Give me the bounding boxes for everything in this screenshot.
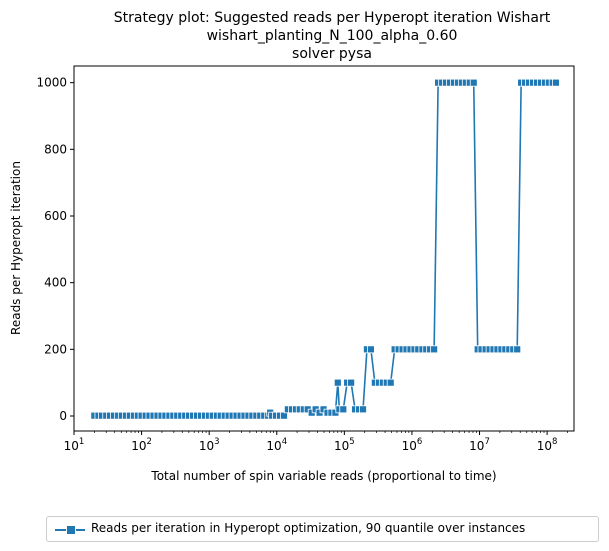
x-tick-label: 108 <box>537 437 558 453</box>
legend-square-marker-icon <box>66 525 76 535</box>
series-line <box>94 81 556 417</box>
legend: Reads per iteration in Hyperopt optimiza… <box>46 516 599 542</box>
legend-entry-label: Reads per iteration in Hyperopt optimiza… <box>91 521 526 535</box>
data-point <box>386 378 395 387</box>
plot-area <box>90 78 560 420</box>
title-line-2: wishart_planting_N_100_alpha_0.60 <box>207 28 458 44</box>
x-axis-label: Total number of spin variable reads (pro… <box>150 469 496 483</box>
data-point <box>359 405 367 414</box>
x-tick-label: 106 <box>402 437 423 453</box>
plot-frame <box>73 65 575 432</box>
y-tick-label: 400 <box>44 276 67 290</box>
x-tick-label: 101 <box>64 437 85 453</box>
x-axis: 101 102 103 104 105 106 107 108 <box>64 431 568 453</box>
data-point <box>333 378 342 387</box>
data-point <box>366 345 375 354</box>
x-tick-label: 103 <box>199 437 220 453</box>
y-tick-label: 800 <box>44 142 67 156</box>
data-point <box>347 378 356 387</box>
y-tick-label: 1000 <box>36 76 67 90</box>
x-tick-label: 105 <box>334 437 355 453</box>
y-tick-label: 200 <box>44 342 67 356</box>
y-axis-label: Reads per Hyperopt iteration <box>9 161 23 335</box>
y-tick-label: 600 <box>44 209 67 223</box>
chart-title: Strategy plot: Suggested reads per Hyper… <box>114 10 551 62</box>
data-point <box>552 78 560 87</box>
title-line-3: solver pysa <box>292 46 372 62</box>
data-point <box>339 405 348 414</box>
x-tick-label: 102 <box>131 437 152 453</box>
x-tick-label: 107 <box>469 437 490 453</box>
x-tick-label: 104 <box>266 437 287 453</box>
data-point <box>513 345 522 354</box>
y-tick-label: 0 <box>59 409 67 423</box>
title-line-1: Strategy plot: Suggested reads per Hyper… <box>114 10 551 26</box>
data-point <box>469 78 478 87</box>
data-point <box>430 345 439 354</box>
y-axis: 0 200 400 600 800 1000 <box>36 76 74 423</box>
